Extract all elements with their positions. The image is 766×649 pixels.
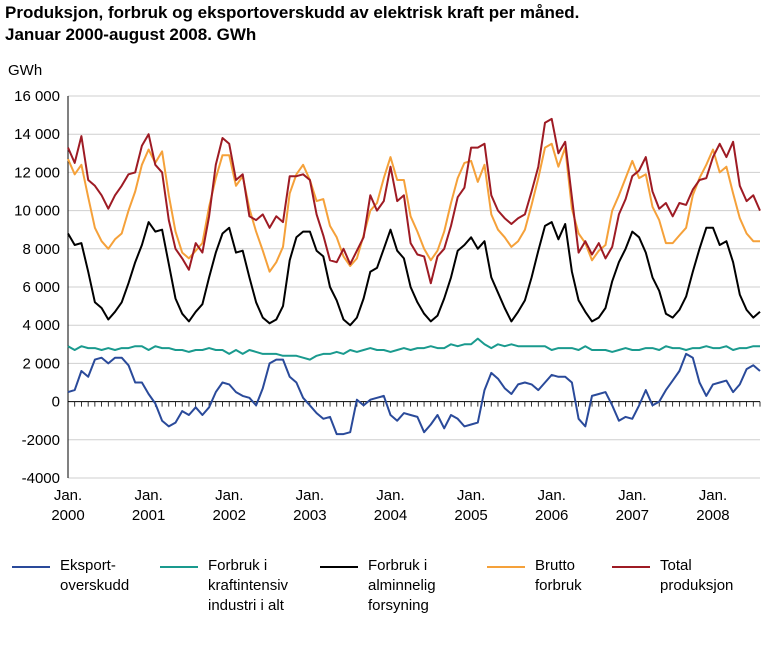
legend-label: Forbruk i kraftintensiv industri i alt (208, 557, 289, 614)
legend-item: Total produksjon (612, 556, 733, 596)
legend-swatch (612, 566, 650, 568)
chart-legend: Eksport- overskudd Forbruk i kraftintensi… (0, 556, 766, 646)
legend-swatch (487, 566, 525, 568)
x-tick-label: Jan. (376, 487, 404, 504)
y-tick-label: 16 000 (14, 88, 60, 105)
x-tick-label-year: 2002 (213, 507, 246, 524)
series-line (67, 117, 761, 285)
y-tick-label: 6 000 (22, 279, 60, 296)
line-chart: GWh 16 000 14 000 12 000 10 000 8 000 6 000 4 0… (8, 62, 761, 524)
legend-swatch (160, 566, 198, 568)
legend-swatch (12, 566, 50, 568)
x-tick-label-year: 2006 (535, 507, 568, 524)
legend-item: Forbruk i kraftintensiv industri i alt (160, 556, 288, 616)
x-tick-label-year: 2005 (454, 507, 487, 524)
chart-title: Produksjon, forbruk og eksportoverskudd … (5, 2, 579, 46)
series-line (67, 337, 760, 361)
x-tick-label: Jan. (618, 487, 646, 504)
legend-item: Forbruk i alminnelig forsyning (320, 556, 436, 616)
y-tick-label: 14 000 (14, 126, 60, 143)
y-tick-label: 8 000 (22, 241, 60, 258)
x-tick-label: Jan. (699, 487, 727, 504)
x-tick-label: Jan. (538, 487, 566, 504)
y-tick-label: 2 000 (22, 355, 60, 372)
legend-label: Brutto forbruk (535, 557, 582, 594)
series-line (67, 221, 761, 327)
x-tick-label: Jan. (457, 487, 485, 504)
legend-label: Total produksjon (660, 557, 734, 594)
legend-item: Brutto forbruk (487, 556, 582, 596)
y-tick-label: -2000 (22, 432, 60, 449)
x-tick-label: Jan. (134, 487, 162, 504)
series-line (67, 142, 760, 273)
y-tick-label: 12 000 (14, 164, 60, 181)
x-tick-label-year: 2000 (51, 507, 84, 524)
y-tick-label: 0 (52, 394, 60, 411)
chart-title-line1: Produksjon, forbruk og eksportoverskudd … (5, 3, 580, 22)
x-tick-label-year: 2004 (374, 507, 407, 524)
y-tick-label: 4 000 (22, 317, 60, 334)
x-tick-label-year: 2003 (293, 507, 326, 524)
legend-item: Eksport- overskudd (12, 556, 129, 596)
x-tick-label-year: 2001 (132, 507, 165, 524)
y-tick-label: 10 000 (14, 203, 60, 220)
y-tick-label: -4000 (22, 470, 60, 487)
x-tick-label-year: 2008 (696, 507, 729, 524)
x-tick-label: Jan. (215, 487, 243, 504)
chart-subtitle: Januar 2000-august 2008. GWh (5, 25, 257, 44)
series-line (67, 352, 761, 436)
x-tick-label-year: 2007 (616, 507, 649, 524)
x-tick-label: Jan. (54, 487, 82, 504)
legend-swatch (320, 566, 358, 568)
legend-label: Forbruk i alminnelig forsyning (368, 557, 436, 614)
x-tick-label: Jan. (296, 487, 324, 504)
legend-label: Eksport- overskudd (60, 557, 130, 594)
y-axis-label: GWh (8, 62, 42, 79)
